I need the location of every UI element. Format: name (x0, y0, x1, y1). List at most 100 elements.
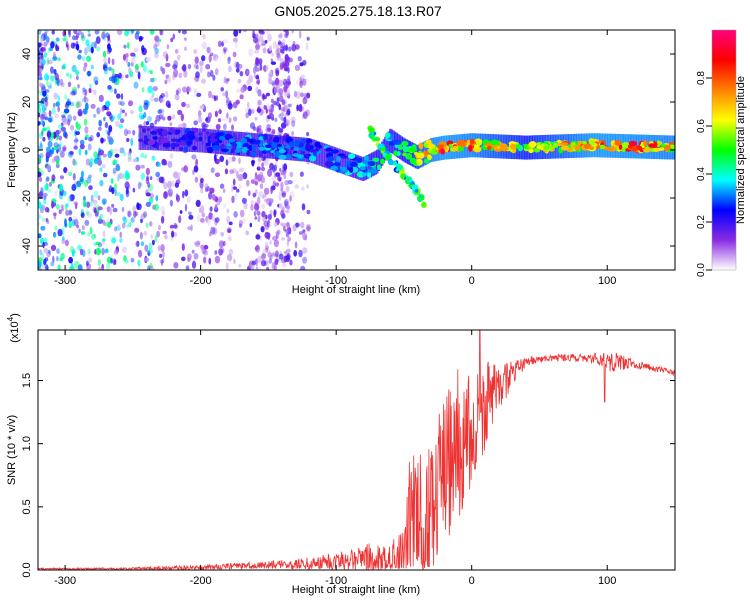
spectrogram-noise-cell (46, 126, 51, 131)
spectrogram-noise-cell (219, 155, 225, 163)
spectrogram-noise-cell (42, 192, 48, 197)
spectrogram-noise-cell (226, 96, 230, 104)
spectrogram-noise-cell (56, 159, 60, 166)
spectrogram-noise-cell (42, 90, 47, 97)
spectrogram-noise-cell (55, 190, 58, 196)
spectrogram-noise-cell (255, 57, 259, 62)
spectrogram-noise-cell (154, 119, 157, 125)
spectrogram-noise-cell (180, 113, 184, 122)
spectrogram-noise-cell (159, 30, 164, 36)
spectrogram-noise-cell (50, 75, 55, 82)
spectrogram-noise-cell (131, 57, 136, 65)
spectrogram-ridge-cell (363, 155, 369, 161)
spectrogram-noise-cell (57, 95, 61, 103)
spectrogram-noise-cell (204, 123, 209, 128)
spectrogram-ridge-haze (659, 135, 662, 160)
spectrogram-ridge-cell (234, 148, 242, 153)
spectrogram-noise-cell (238, 157, 241, 164)
snr-multiplier-exp: 4 (6, 316, 15, 321)
spectrogram-noise-cell (47, 85, 52, 89)
spectrogram-noise-cell (209, 69, 214, 78)
spectrogram-noise-cell (68, 30, 71, 38)
spectrogram-noise-cell (161, 210, 165, 216)
spectrogram-noise-cell (38, 102, 41, 110)
spectrogram-noise-cell (306, 184, 310, 189)
spectrogram-noise-cell (140, 164, 145, 169)
spectrogram-noise-cell (92, 206, 97, 213)
spectrogram-noise-cell (193, 120, 198, 126)
spectrogram-noise-cell (302, 96, 308, 105)
spectrogram-noise-cell (101, 164, 106, 169)
spectrogram-ridge-haze (657, 135, 660, 160)
spectrogram-ridge-cell (621, 147, 626, 153)
spectrogram-noise-cell (298, 103, 303, 112)
spectrogram-noise-cell (286, 80, 289, 89)
spectrogram-noise-cell (235, 99, 240, 105)
spectrogram-ridge-cell (393, 150, 398, 156)
spectrogram-noise-cell (212, 194, 216, 201)
spectrogram-noise-cell (145, 189, 149, 197)
spectrogram-noise-cell (276, 97, 280, 102)
spectrogram-noise-cell (141, 87, 145, 93)
spectrogram-noise-cell (188, 211, 192, 216)
spectrogram-noise-cell (229, 169, 235, 175)
colorbar-gradient (712, 30, 736, 270)
spectrogram-ridge-cell (658, 147, 665, 151)
spectrogram-ridge-cell (232, 144, 237, 151)
spectrogram-ridge-haze (368, 154, 371, 179)
spectrogram-noise-cell (298, 249, 303, 258)
spectrogram-noise-cell (280, 112, 284, 117)
spectrogram-noise-cell (143, 154, 148, 159)
spectrogram-noise-cell (73, 201, 79, 206)
spectrogram-noise-cell (159, 30, 163, 36)
spectrogram-noise-cell (274, 221, 278, 227)
spectrogram-noise-cell (168, 192, 173, 198)
spectrogram-ridge-cell (210, 137, 216, 143)
spectrogram-noise-cell (222, 47, 228, 53)
spectrogram-ridge-cell (179, 142, 188, 146)
spectrogram-noise-cell (123, 151, 127, 157)
spectrogram-noise-cell (123, 44, 127, 49)
spectrogram-noise-cell (123, 217, 128, 224)
spectrogram-noise-cell (46, 80, 49, 87)
spectrogram-noise-cell (305, 42, 309, 51)
spectrogram-noise-cell (201, 212, 206, 218)
spectrogram-noise-cell (149, 221, 153, 227)
spectrogram-noise-cell (285, 185, 290, 193)
spectrogram-noise-cell (294, 184, 299, 189)
spectrogram-noise-cell (255, 266, 259, 270)
spectrogram-noise-cell (44, 116, 49, 121)
spectrogram-noise-cell (290, 116, 296, 123)
spectrogram-noise-cell (273, 209, 277, 216)
spectrogram-noise-cell (241, 197, 247, 204)
spectrogram-noise-cell (122, 54, 127, 61)
spectrogram-noise-cell (283, 163, 288, 171)
spectrogram-ridge-cell (147, 139, 156, 146)
spectrogram-noise-cell (108, 66, 112, 71)
spectrogram-noise-cell (297, 55, 302, 62)
spectrogram-noise-cell (277, 41, 283, 46)
spectrogram-noise-cell (118, 72, 122, 79)
spectrogram-noise-cell (294, 241, 298, 249)
spectrogram-noise-cell (265, 126, 269, 133)
spectrogram-ridge-haze (558, 134, 561, 159)
spectrogram-noise-cell (99, 167, 103, 173)
spectrogram-noise-cell (252, 37, 259, 44)
spectrogram-ridge-cell (333, 162, 341, 167)
spectrogram-noise-cell (158, 38, 162, 43)
spectrogram-noise-cell (282, 45, 288, 51)
spectrogram-noise-cell (255, 67, 260, 72)
spectrogram-y-tick-label: 40 (21, 48, 33, 60)
spectrogram-noise-cell (228, 236, 232, 242)
spectrogram-noise-cell (90, 41, 96, 49)
spectrogram-noise-cell (184, 46, 187, 51)
spectrogram-noise-cell (78, 49, 82, 54)
spectrogram-noise-cell (39, 153, 44, 159)
spectrogram-noise-cell (208, 191, 213, 200)
spectrogram-noise-cell (124, 170, 129, 178)
spectrogram-noise-cell (283, 116, 287, 124)
spectrogram-noise-cell (205, 63, 211, 70)
spectrogram-noise-cell (293, 250, 298, 257)
spectrogram-ridge-cell (138, 138, 144, 142)
spectrogram-ridge-cell (361, 172, 367, 177)
